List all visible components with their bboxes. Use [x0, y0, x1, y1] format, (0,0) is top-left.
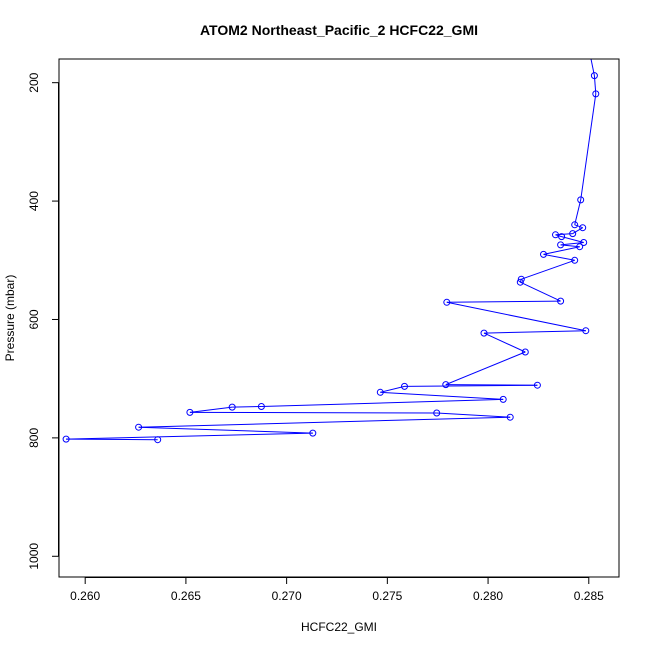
y-tick-label: 200 [27, 72, 41, 92]
data-point [558, 233, 566, 241]
y-tick-label: 400 [27, 191, 41, 211]
y-tick-label: 800 [27, 428, 41, 448]
data-point [533, 381, 541, 389]
data-point [540, 250, 547, 258]
data-point [376, 388, 384, 396]
series-line-segment [404, 384, 538, 387]
x-tick-label: 0.265 [171, 589, 201, 603]
data-point [577, 196, 585, 204]
y-axis-label: Pressure (mbar) [3, 275, 17, 362]
x-axis-label: HCFC22_GMI [301, 620, 377, 634]
series-line-segment [483, 332, 526, 353]
data-point [590, 72, 598, 80]
data-point [135, 423, 143, 431]
series-line-segment [66, 432, 313, 440]
series-line-segment [561, 236, 584, 243]
data-point [580, 239, 588, 246]
data-point [257, 403, 265, 410]
data-point [433, 409, 441, 417]
plot-frame [58, 58, 620, 578]
data-point [576, 243, 584, 251]
y-tick-label: 600 [27, 309, 41, 329]
data-point [154, 436, 162, 444]
series-line-segment [560, 242, 584, 246]
data-point [582, 327, 590, 335]
x-tick-label: 0.260 [70, 589, 100, 603]
data-point [309, 429, 317, 437]
data-point [506, 413, 514, 421]
data-point [557, 241, 565, 249]
data-point [521, 348, 529, 356]
data-point [517, 275, 525, 283]
series-line-segment [138, 426, 313, 434]
series-line-segment [189, 411, 437, 414]
x-tick-label: 0.280 [473, 589, 503, 603]
data-point [579, 224, 587, 232]
series-line-segment [521, 259, 575, 280]
series-line-segment [446, 301, 586, 332]
series-line-segment [380, 391, 504, 400]
series-line-segment [261, 398, 504, 407]
x-axis: 0.260 0.265 0.270 0.275 0.280 0.285 [70, 577, 604, 603]
data-point [592, 90, 600, 98]
data-point [571, 221, 579, 229]
series-line-segment [380, 385, 405, 393]
series-line-segment [574, 199, 582, 225]
data-point [443, 298, 451, 306]
series-line-segment [446, 300, 561, 303]
series-line-segment [520, 281, 561, 302]
series-line-segment [574, 224, 583, 229]
y-tick-label: 1000 [27, 543, 41, 570]
x-tick-label: 0.285 [574, 589, 604, 603]
data-point [62, 435, 70, 443]
x-tick-label: 0.270 [272, 589, 302, 603]
data-point [571, 256, 579, 264]
data-point [569, 230, 577, 238]
data-lines [66, 59, 597, 441]
series-line-segment [580, 93, 597, 200]
data-point [186, 408, 194, 416]
data-point [516, 278, 524, 286]
data-point [228, 403, 236, 411]
data-point [552, 231, 559, 239]
series-line-segment [543, 253, 575, 261]
data-point [442, 381, 450, 389]
data-point [480, 329, 488, 337]
series-line-segment [436, 412, 511, 418]
data-point [401, 382, 408, 390]
series-line-segment [232, 406, 262, 408]
series-line-segment [483, 330, 586, 334]
series-line-segment [590, 59, 595, 76]
data-point [499, 395, 507, 403]
series-line-segment [445, 351, 526, 386]
data-point [587, 50, 593, 56]
x-tick-label: 0.275 [372, 589, 402, 603]
series-line-segment [572, 227, 583, 235]
data-points [62, 50, 600, 444]
series-line-segment [138, 416, 511, 428]
series-line-segment [189, 406, 233, 413]
y-axis: 200 400 600 800 1000 [27, 72, 59, 570]
chart-title: ATOM2 Northeast_Pacific_2 HCFC22_GMI [200, 22, 478, 38]
data-point [557, 297, 565, 305]
series-line-segment [66, 438, 158, 441]
series-line-segment [543, 246, 580, 255]
